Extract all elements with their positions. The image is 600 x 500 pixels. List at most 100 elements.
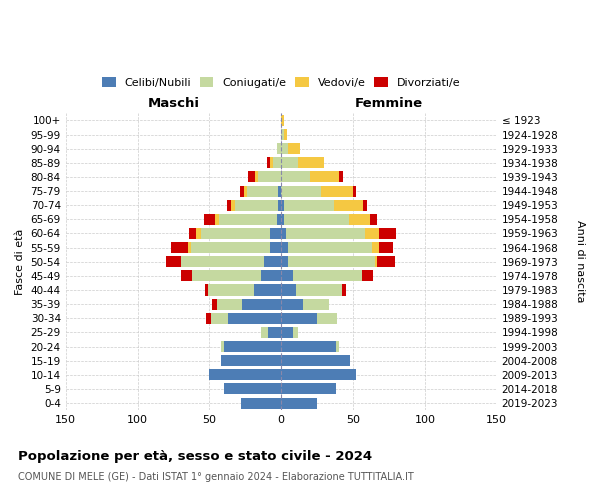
Bar bbox=[322, 186, 353, 196]
Bar bbox=[281, 327, 293, 338]
Bar bbox=[317, 313, 337, 324]
Bar bbox=[281, 298, 303, 310]
Bar bbox=[289, 242, 372, 253]
Bar bbox=[247, 186, 278, 196]
Bar bbox=[239, 186, 244, 196]
Bar bbox=[284, 200, 334, 210]
Bar bbox=[241, 398, 281, 408]
Bar bbox=[211, 313, 228, 324]
Bar bbox=[281, 270, 293, 281]
Bar bbox=[166, 256, 181, 268]
Bar bbox=[278, 186, 281, 196]
Bar bbox=[191, 242, 269, 253]
Bar bbox=[244, 186, 247, 196]
Bar bbox=[201, 228, 269, 239]
Bar bbox=[284, 129, 287, 140]
Bar bbox=[221, 355, 281, 366]
Bar bbox=[338, 172, 343, 182]
Bar bbox=[254, 284, 281, 296]
Bar bbox=[261, 270, 281, 281]
Text: Maschi: Maschi bbox=[148, 98, 199, 110]
Bar bbox=[284, 214, 349, 225]
Bar bbox=[231, 200, 235, 210]
Bar bbox=[242, 298, 281, 310]
Bar bbox=[334, 200, 363, 210]
Bar bbox=[220, 214, 277, 225]
Bar bbox=[278, 200, 281, 210]
Bar bbox=[208, 284, 254, 296]
Bar bbox=[336, 341, 338, 352]
Bar bbox=[256, 172, 258, 182]
Bar bbox=[281, 313, 317, 324]
Bar bbox=[221, 341, 224, 352]
Bar bbox=[286, 228, 365, 239]
Bar bbox=[224, 341, 281, 352]
Bar bbox=[281, 228, 286, 239]
Bar bbox=[281, 115, 284, 126]
Bar bbox=[203, 214, 215, 225]
Text: Popolazione per età, sesso e stato civile - 2024: Popolazione per età, sesso e stato civil… bbox=[18, 450, 372, 463]
Bar bbox=[296, 284, 341, 296]
Bar bbox=[281, 384, 336, 394]
Bar bbox=[196, 228, 201, 239]
Bar bbox=[277, 143, 281, 154]
Bar bbox=[224, 384, 281, 394]
Bar bbox=[209, 370, 281, 380]
Bar bbox=[261, 327, 268, 338]
Bar bbox=[205, 284, 208, 296]
Bar bbox=[353, 186, 356, 196]
Bar bbox=[298, 158, 325, 168]
Bar bbox=[372, 242, 379, 253]
Bar bbox=[248, 172, 256, 182]
Text: COMUNE DI MELE (GE) - Dati ISTAT 1° gennaio 2024 - Elaborazione TUTTITALIA.IT: COMUNE DI MELE (GE) - Dati ISTAT 1° genn… bbox=[18, 472, 414, 482]
Bar bbox=[170, 242, 188, 253]
Bar bbox=[281, 172, 310, 182]
Bar bbox=[281, 370, 356, 380]
Bar bbox=[281, 129, 284, 140]
Bar bbox=[268, 327, 281, 338]
Bar bbox=[264, 256, 281, 268]
Bar bbox=[362, 270, 373, 281]
Bar bbox=[289, 256, 374, 268]
Bar bbox=[215, 214, 220, 225]
Bar bbox=[310, 172, 338, 182]
Bar bbox=[181, 256, 264, 268]
Bar bbox=[281, 256, 289, 268]
Legend: Celibi/Nubili, Coniugati/e, Vedovi/e, Divorziati/e: Celibi/Nubili, Coniugati/e, Vedovi/e, Di… bbox=[103, 78, 460, 88]
Bar bbox=[258, 172, 281, 182]
Bar bbox=[281, 186, 322, 196]
Bar bbox=[293, 270, 362, 281]
Bar bbox=[269, 158, 272, 168]
Bar bbox=[188, 242, 191, 253]
Bar bbox=[349, 214, 370, 225]
Bar bbox=[281, 143, 289, 154]
Bar bbox=[267, 158, 269, 168]
Y-axis label: Anni di nascita: Anni di nascita bbox=[575, 220, 585, 303]
Bar bbox=[227, 200, 231, 210]
Bar bbox=[281, 284, 296, 296]
Bar bbox=[281, 158, 298, 168]
Bar bbox=[277, 214, 281, 225]
Bar bbox=[269, 228, 281, 239]
Bar bbox=[192, 270, 261, 281]
Bar bbox=[228, 313, 281, 324]
Bar bbox=[370, 214, 377, 225]
Bar bbox=[281, 200, 284, 210]
Bar bbox=[303, 298, 329, 310]
Bar bbox=[281, 242, 289, 253]
Bar bbox=[181, 270, 192, 281]
Bar bbox=[281, 341, 336, 352]
Bar bbox=[293, 327, 298, 338]
Text: Femmine: Femmine bbox=[355, 98, 423, 110]
Bar bbox=[374, 256, 377, 268]
Bar bbox=[379, 228, 396, 239]
Bar bbox=[189, 228, 196, 239]
Bar bbox=[217, 298, 242, 310]
Y-axis label: Fasce di età: Fasce di età bbox=[15, 228, 25, 295]
Bar bbox=[365, 228, 379, 239]
Bar bbox=[281, 398, 317, 408]
Bar bbox=[379, 242, 393, 253]
Bar bbox=[281, 355, 350, 366]
Bar bbox=[341, 284, 346, 296]
Bar bbox=[206, 313, 211, 324]
